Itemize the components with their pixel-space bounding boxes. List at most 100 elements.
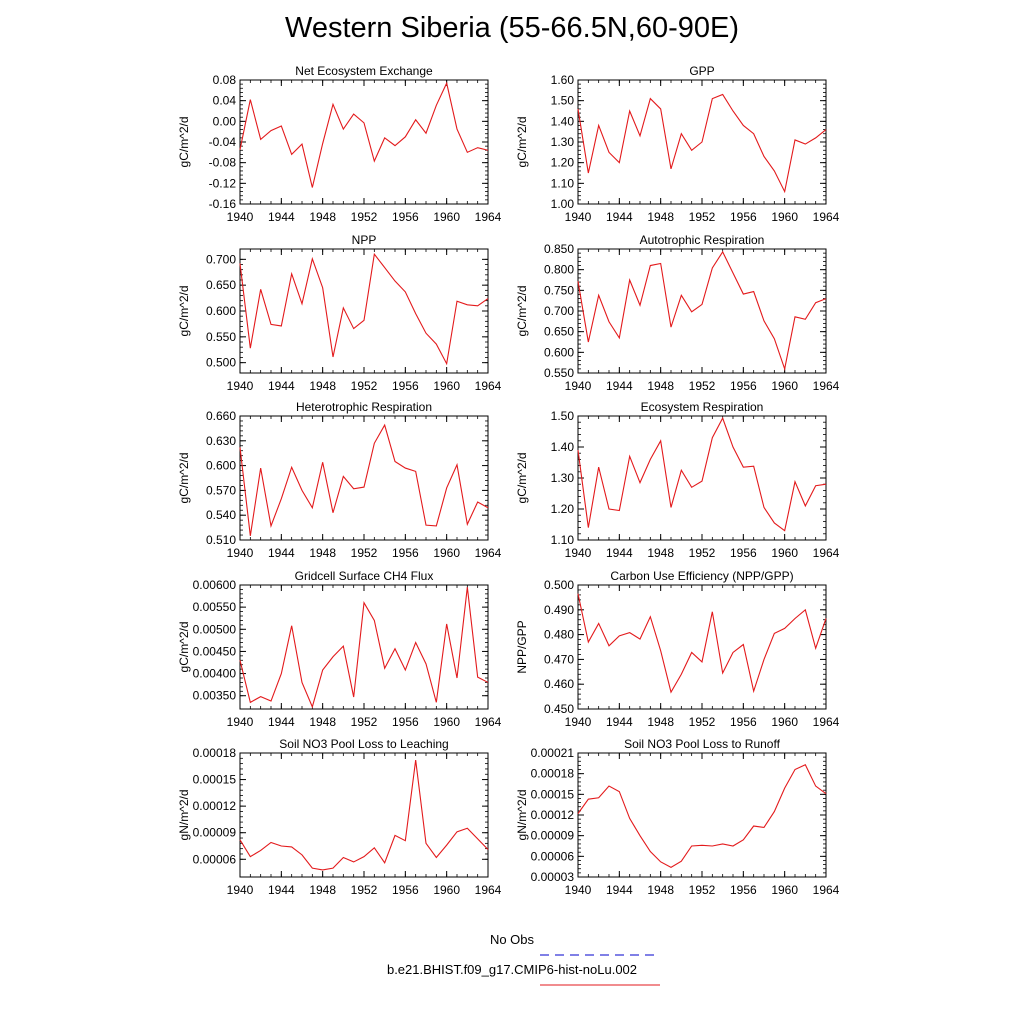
panel-6: Ecosystem Respiration gC/m^2/d 1.10 1.20 1.3… — [515, 400, 840, 560]
plot-frame — [239, 248, 489, 374]
y-tick-label: 1.20 — [551, 156, 575, 170]
y-tick-label: 1.20 — [551, 502, 575, 516]
x-tick-label: 1956 — [392, 546, 419, 560]
x-tick-label: 1956 — [730, 379, 757, 393]
y-tick-label: 0.800 — [544, 263, 574, 277]
y-tick-label: 0.700 — [544, 304, 574, 318]
x-tick-label: 1952 — [689, 546, 716, 560]
x-tick-label: 1964 — [813, 379, 840, 393]
x-tick-label: 1948 — [647, 883, 674, 897]
y-tick-label: 0.00003 — [531, 870, 575, 884]
y-tick-label: 0.630 — [206, 434, 236, 448]
x-tick-label: 1964 — [813, 546, 840, 560]
y-tick-label: 0.00009 — [193, 826, 237, 840]
y-tick-label: 0.00500 — [193, 622, 237, 636]
x-tick-label: 1944 — [268, 210, 295, 224]
x-tick-label: 1952 — [351, 379, 378, 393]
x-tick-label: 1948 — [309, 883, 336, 897]
y-axis-label: gC/m^2/d — [177, 117, 191, 168]
y-tick-label: 1.50 — [551, 409, 575, 423]
panel-title: Ecosystem Respiration — [641, 400, 764, 414]
y-tick-label: 0.650 — [206, 278, 236, 292]
x-tick-label: 1960 — [771, 883, 798, 897]
y-tick-label: 0.550 — [206, 330, 236, 344]
x-tick-label: 1948 — [647, 379, 674, 393]
x-tick-label: 1940 — [565, 210, 592, 224]
y-tick-label: 1.30 — [551, 471, 575, 485]
y-tick-label: 1.10 — [551, 533, 575, 547]
y-axis-label: gN/m^2/d — [515, 790, 529, 841]
x-tick-label: 1964 — [813, 210, 840, 224]
main-title: Western Siberia (55-66.5N,60-90E) — [284, 12, 740, 44]
plot-frame — [577, 584, 827, 710]
x-tick-label: 1960 — [771, 546, 798, 560]
x-tick-label: 1944 — [268, 379, 295, 393]
y-tick-label: 0.850 — [544, 242, 574, 256]
y-tick-label: 0.00006 — [193, 852, 237, 866]
y-tick-label: 0.540 — [206, 508, 236, 522]
y-tick-label: 0.00550 — [193, 600, 237, 614]
x-tick-label: 1940 — [565, 883, 592, 897]
x-tick-label: 1944 — [268, 715, 295, 729]
y-axis-label: gC/m^2/d — [515, 453, 529, 504]
x-tick-label: 1952 — [689, 379, 716, 393]
series-line — [239, 587, 489, 709]
y-tick-label: 0.750 — [544, 283, 574, 297]
series-line — [239, 252, 489, 366]
panel-7: Gridcell Surface CH4 Flux gC/m^2/d 0.00350… — [177, 569, 502, 729]
y-axis-label: gC/m^2/d — [515, 117, 529, 168]
x-tick-label: 1940 — [565, 379, 592, 393]
plot-frame — [577, 752, 827, 878]
y-tick-label: 0.500 — [206, 356, 236, 370]
series-line — [577, 250, 827, 371]
y-tick-label: 1.00 — [551, 197, 575, 211]
x-tick-label: 1960 — [433, 379, 460, 393]
y-tick-label: 0.480 — [544, 628, 574, 642]
y-tick-label: 0.570 — [206, 483, 236, 497]
plot-frame — [577, 248, 827, 374]
y-tick-label: -0.12 — [209, 176, 237, 190]
x-tick-label: 1952 — [689, 883, 716, 897]
y-tick-label: 0.470 — [544, 652, 574, 666]
x-tick-label: 1952 — [351, 210, 378, 224]
y-tick-label: -0.08 — [209, 156, 237, 170]
series-line — [577, 763, 827, 868]
x-tick-label: 1940 — [565, 546, 592, 560]
x-tick-label: 1952 — [689, 715, 716, 729]
y-tick-label: 1.40 — [551, 114, 575, 128]
x-tick-label: 1944 — [268, 546, 295, 560]
y-tick-label: 1.10 — [551, 176, 575, 190]
y-tick-label: 0.500 — [544, 578, 574, 592]
x-tick-label: 1964 — [475, 883, 502, 897]
x-tick-label: 1956 — [392, 210, 419, 224]
y-tick-label: 1.60 — [551, 73, 575, 87]
y-tick-label: 0.660 — [206, 409, 236, 423]
legend-label-model: b.e21.BHIST.f09_g17.CMIP6-hist-noLu.002 — [386, 962, 638, 977]
x-tick-label: 1948 — [309, 379, 336, 393]
panel-title: NPP — [352, 233, 377, 247]
x-tick-label: 1952 — [351, 546, 378, 560]
x-tick-label: 1940 — [227, 379, 254, 393]
y-tick-label: 0.00600 — [193, 578, 237, 592]
x-tick-label: 1952 — [351, 883, 378, 897]
x-tick-label: 1944 — [606, 379, 633, 393]
y-tick-label: 0.00015 — [193, 773, 237, 787]
y-tick-label: 0.600 — [206, 459, 236, 473]
x-tick-label: 1948 — [309, 546, 336, 560]
y-tick-label: 0.08 — [213, 73, 237, 87]
x-tick-label: 1948 — [647, 546, 674, 560]
series-line — [239, 423, 489, 536]
x-tick-label: 1964 — [475, 210, 502, 224]
x-tick-label: 1944 — [606, 210, 633, 224]
legend-label-no-obs: No Obs — [489, 932, 535, 947]
x-tick-label: 1944 — [268, 883, 295, 897]
y-axis-label: gC/m^2/d — [177, 286, 191, 337]
y-tick-label: 0.00018 — [531, 767, 575, 781]
x-tick-label: 1944 — [606, 715, 633, 729]
x-tick-label: 1940 — [565, 715, 592, 729]
x-tick-label: 1964 — [475, 715, 502, 729]
y-tick-label: 0.550 — [544, 366, 574, 380]
y-tick-label: 0.450 — [544, 702, 574, 716]
panel-9: Soil NO3 Pool Loss to LeachinggN/m^2/d0.… — [177, 737, 502, 897]
